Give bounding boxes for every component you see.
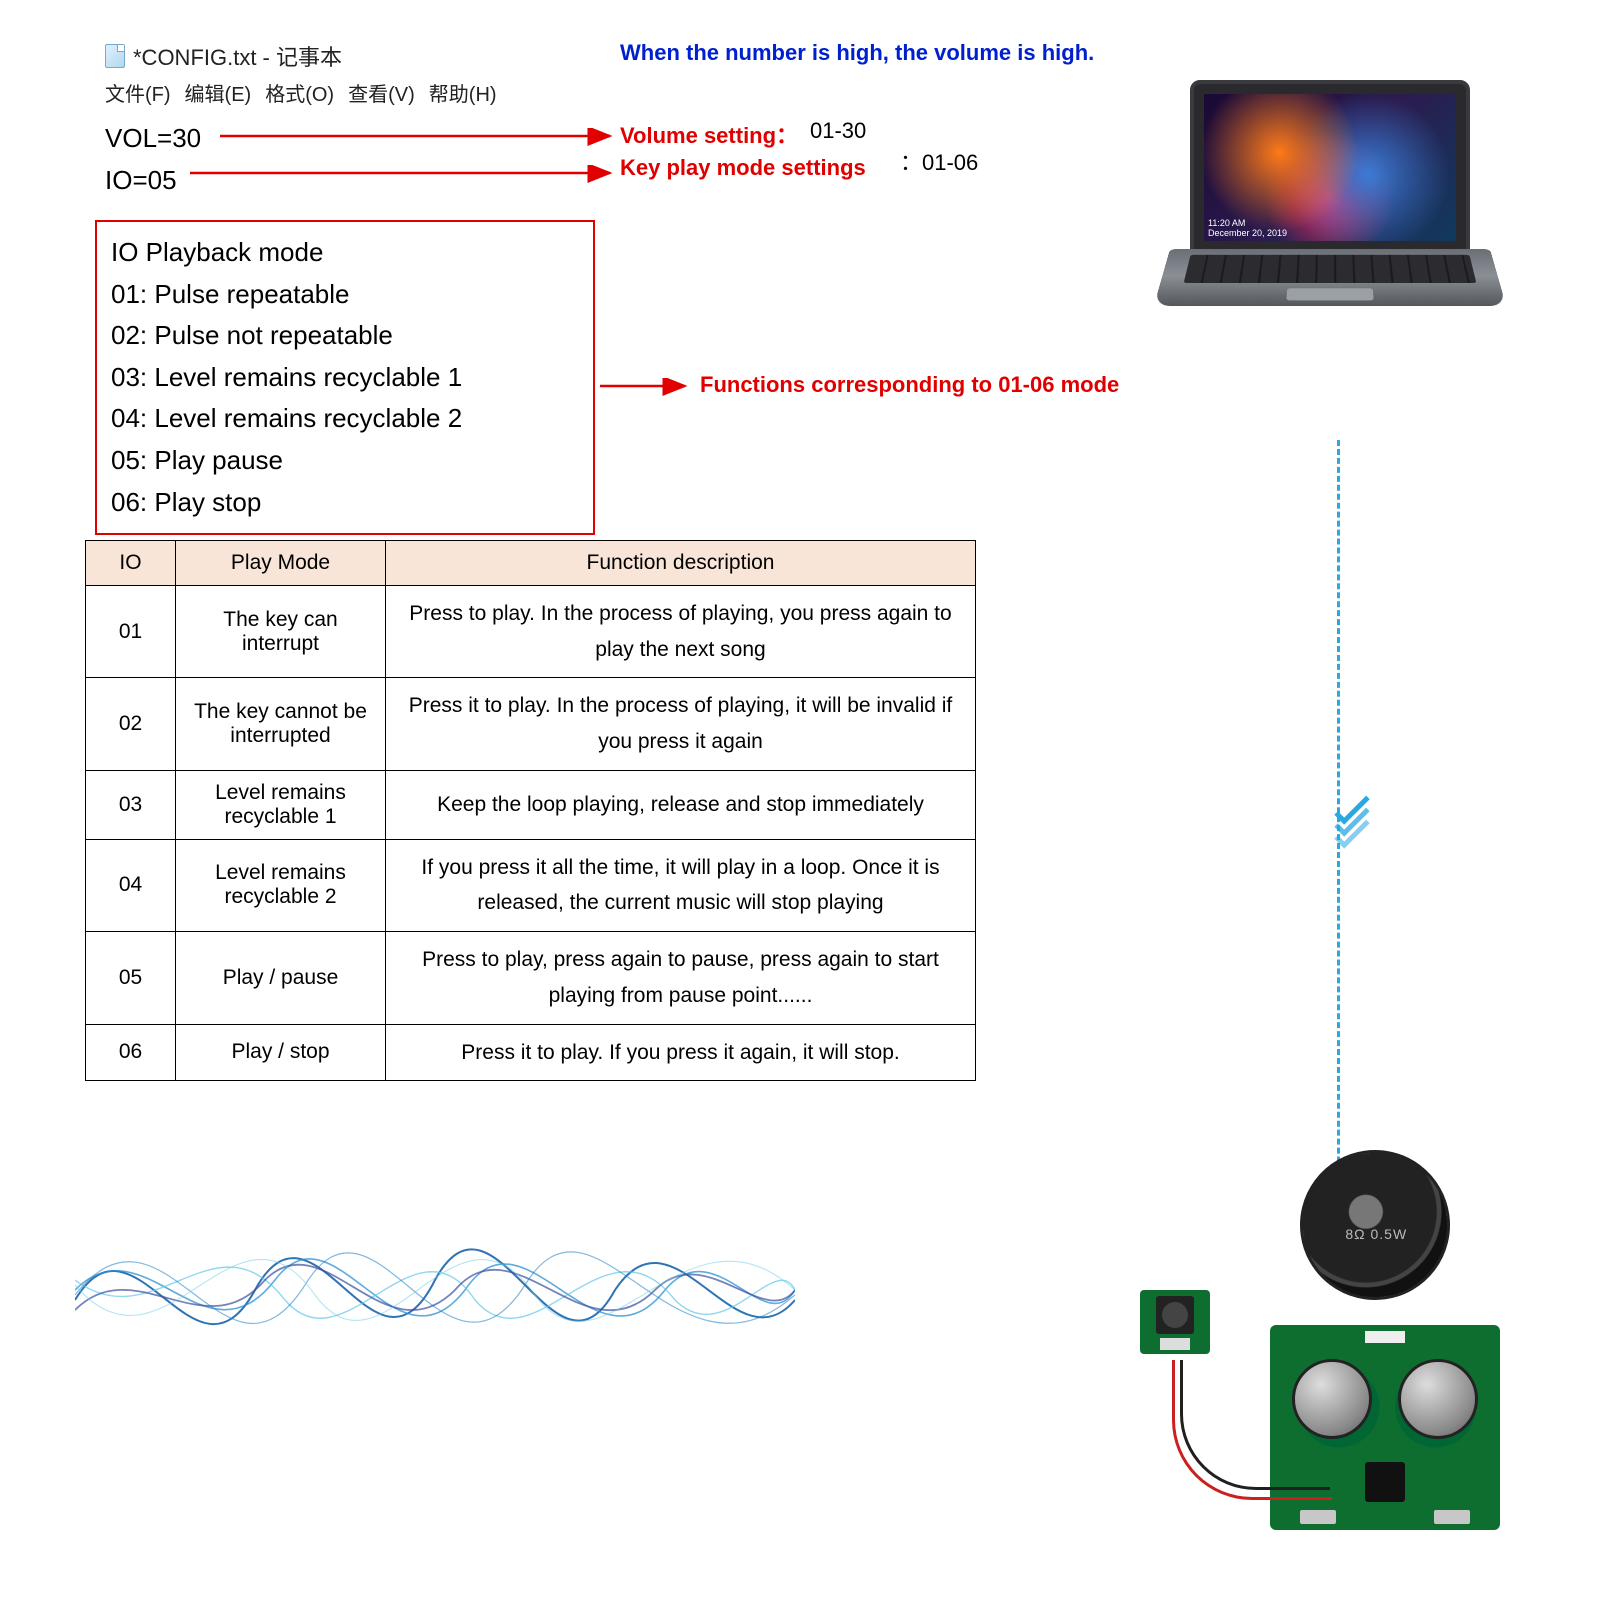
table-row: 06Play / stopPress it to play. If you pr… bbox=[86, 1024, 976, 1081]
cell-io: 03 bbox=[86, 770, 176, 839]
config-vol-line: VOL=30 bbox=[105, 118, 201, 160]
laptop-trackpad bbox=[1286, 288, 1373, 300]
coin-cell-2 bbox=[1398, 1359, 1478, 1439]
cell-mode: Level remains recyclable 2 bbox=[176, 839, 386, 931]
playback-item-2: 02: Pulse not repeatable bbox=[111, 315, 579, 357]
cell-io: 04 bbox=[86, 839, 176, 931]
laptop-keyboard bbox=[1184, 255, 1477, 283]
header-connector bbox=[1365, 1331, 1405, 1343]
cell-io: 02 bbox=[86, 678, 176, 770]
th-mode: Play Mode bbox=[176, 541, 386, 586]
th-io: IO bbox=[86, 541, 176, 586]
playback-item-4: 04: Level remains recyclable 2 bbox=[111, 398, 579, 440]
arrow-func bbox=[600, 378, 695, 398]
cell-mode: Level remains recyclable 1 bbox=[176, 770, 386, 839]
cell-mode: Play / pause bbox=[176, 932, 386, 1024]
speaker-icon: 8Ω 0.5W bbox=[1290, 1140, 1459, 1309]
sound-wave-illustration bbox=[75, 1140, 795, 1410]
usb-connector-1 bbox=[1300, 1510, 1336, 1524]
io-annotation-label: Key play mode settings bbox=[620, 155, 866, 181]
arrow-vol bbox=[220, 128, 620, 148]
cell-io: 05 bbox=[86, 932, 176, 1024]
cell-mode: Play / stop bbox=[176, 1024, 386, 1081]
vol-annotation-label: Volume setting： bbox=[620, 118, 798, 150]
playback-item-6: 06: Play stop bbox=[111, 482, 579, 524]
menu-help[interactable]: 帮助(H) bbox=[429, 78, 497, 107]
menu-file[interactable]: 文件(F) bbox=[105, 78, 171, 107]
cell-mode: The key can interrupt bbox=[176, 586, 386, 678]
cell-desc: Press to play, press again to pause, pre… bbox=[386, 932, 976, 1024]
cell-io: 01 bbox=[86, 586, 176, 678]
window-title: *CONFIG.txt - 记事本 bbox=[133, 40, 342, 72]
playback-title: IO Playback mode bbox=[111, 232, 579, 274]
menu-edit[interactable]: 编辑(E) bbox=[185, 78, 252, 107]
cell-io: 06 bbox=[86, 1024, 176, 1081]
table-row: 04Level remains recyclable 2If you press… bbox=[86, 839, 976, 931]
cell-desc: Press it to play. In the process of play… bbox=[386, 678, 976, 770]
func-annotation: Functions corresponding to 01-06 mode bbox=[700, 370, 1119, 400]
io-mode-table: IO Play Mode Function description 01The … bbox=[85, 540, 976, 1081]
playback-item-5: 05: Play pause bbox=[111, 440, 579, 482]
flow-chevrons-icon bbox=[1334, 800, 1370, 836]
cell-desc: Press it to play. If you press it again,… bbox=[386, 1024, 976, 1081]
notepad-window: *CONFIG.txt - 记事本 文件(F) 编辑(E) 格式(O) 查看(V… bbox=[105, 40, 497, 107]
cell-mode: The key cannot be interrupted bbox=[176, 678, 386, 770]
button-connector bbox=[1160, 1338, 1190, 1350]
vol-annotation-range: 01-30 bbox=[810, 118, 866, 144]
tactile-button bbox=[1156, 1296, 1194, 1334]
table-row: 02The key cannot be interruptedPress it … bbox=[86, 678, 976, 770]
th-desc: Function description bbox=[386, 541, 976, 586]
menu-bar: 文件(F) 编辑(E) 格式(O) 查看(V) 帮助(H) bbox=[105, 78, 497, 107]
laptop-clock: 11:20 AM December 20, 2019 bbox=[1208, 219, 1287, 239]
cell-desc: Keep the loop playing, release and stop … bbox=[386, 770, 976, 839]
speaker-label: 8Ω 0.5W bbox=[1345, 1226, 1407, 1242]
usb-connector-2 bbox=[1434, 1510, 1470, 1524]
blue-annotation: When the number is high, the volume is h… bbox=[620, 38, 1094, 68]
button-pcb bbox=[1140, 1290, 1210, 1354]
cell-desc: If you press it all the time, it will pl… bbox=[386, 839, 976, 931]
table-row: 01The key can interruptPress to play. In… bbox=[86, 586, 976, 678]
table-row: 05Play / pausePress to play, press again… bbox=[86, 932, 976, 1024]
config-lines: VOL=30 IO=05 bbox=[105, 118, 201, 201]
ic-chip bbox=[1365, 1462, 1405, 1502]
arrow-io bbox=[190, 165, 620, 185]
text-file-icon bbox=[105, 44, 125, 68]
playback-item-1: 01: Pulse repeatable bbox=[111, 274, 579, 316]
menu-view[interactable]: 查看(V) bbox=[348, 78, 415, 107]
playback-item-3: 03: Level remains recyclable 1 bbox=[111, 357, 579, 399]
table-row: 03Level remains recyclable 1Keep the loo… bbox=[86, 770, 976, 839]
cell-desc: Press to play. In the process of playing… bbox=[386, 586, 976, 678]
io-annotation-range: ：01-06 bbox=[900, 145, 978, 177]
menu-format[interactable]: 格式(O) bbox=[265, 78, 334, 107]
sound-module-illustration: 8Ω 0.5W bbox=[1140, 1210, 1500, 1530]
flow-dashed-line bbox=[1337, 440, 1340, 1270]
config-io-line: IO=05 bbox=[105, 160, 201, 202]
playback-mode-box: IO Playback mode 01: Pulse repeatable 02… bbox=[95, 220, 595, 535]
laptop-illustration: 11:20 AM December 20, 2019 bbox=[1170, 80, 1490, 310]
